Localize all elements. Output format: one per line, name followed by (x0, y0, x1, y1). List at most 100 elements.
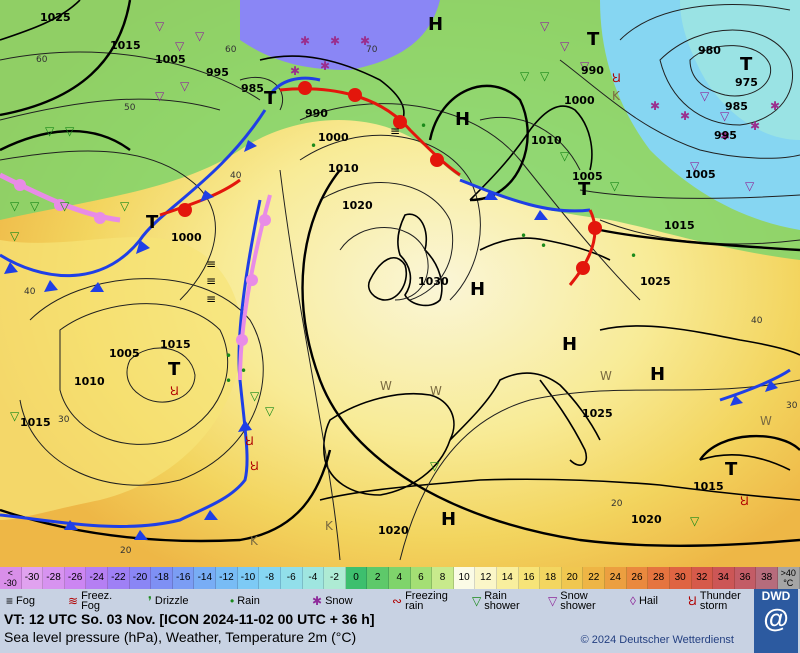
scale-cell: -2 (324, 567, 346, 589)
legend-symbol-thunder: Ꞟ Thunder storm (688, 590, 741, 612)
grid-label: 30 (58, 415, 70, 425)
copyright: © 2024 Deutscher Wetterdienst (580, 634, 734, 646)
legend-symbol-freezing: ∾ Freezing rain (392, 590, 448, 612)
warm-front-baltic (568, 209, 597, 286)
scale-label: 28 (653, 572, 665, 583)
weather-symbol-legend: ≡ Fog ≋ Freez. Fog ❜ Drizzle • Rain ✱ Snow ∾ Freezi… (0, 590, 760, 612)
isobar-label: 1000 (318, 131, 349, 144)
scale-label: -16 (175, 572, 191, 583)
scale-cell: 36 (734, 567, 757, 589)
dwd-logo-text: DWD (761, 589, 791, 603)
svg-text:▽: ▽ (580, 59, 590, 73)
scale-label: -30 (24, 572, 40, 583)
cold-front-baltic (459, 178, 591, 213)
isobar-label: 1015 (693, 480, 724, 493)
isobar-label: 1010 (531, 134, 562, 147)
cold-front-east (719, 368, 791, 402)
ireland (367, 257, 407, 301)
isobar-label: 1030 (418, 275, 449, 288)
isobar-label: 1015 (160, 338, 191, 351)
scale-cell: 6 (410, 567, 433, 589)
legend-symbol-rain: ▽ Rain shower (472, 590, 520, 612)
low-center: T (587, 29, 600, 50)
legend-panel: < -30 -30 -28 -26 -24 -22 -20 -18 -16 -14 -12 -10 -8-… (0, 567, 800, 653)
scale-cell: 2 (367, 567, 389, 589)
low-center: T (168, 359, 181, 380)
legend-symbol-label: Snow (325, 595, 353, 607)
svg-text:Ꞟ: Ꞟ (245, 434, 254, 448)
svg-text:•: • (225, 349, 232, 363)
scale-cell: 4 (388, 567, 411, 589)
svg-text:▽: ▽ (745, 179, 755, 193)
legend-symbol-label: Hail (638, 595, 658, 607)
svg-text:•: • (310, 139, 317, 153)
snow-icon: ✱ (312, 594, 323, 608)
thunderstorm-icon: Ꞟ (688, 594, 697, 608)
scale-cell: 20 (561, 567, 584, 589)
coastlines (0, 0, 800, 501)
svg-text:K: K (612, 89, 621, 103)
scale-label: -22 (111, 572, 126, 583)
snow-shower-icon: ▽ (548, 594, 558, 608)
svg-text:✱: ✱ (360, 34, 370, 48)
legend-symbol-label: Drizzle (154, 595, 189, 607)
svg-text:Ꞟ: Ꞟ (740, 494, 749, 508)
svg-text:▽: ▽ (65, 124, 75, 138)
svg-text:✱: ✱ (680, 109, 690, 123)
svg-text:✱: ✱ (750, 119, 760, 133)
scale-cell: 26 (626, 567, 649, 589)
svg-text:▽: ▽ (700, 89, 710, 103)
grid-label: 70 (366, 45, 378, 55)
scale-label: °C (783, 578, 794, 588)
scale-label: 10 (458, 572, 470, 583)
legend-symbol-label: Freezing rain (405, 590, 448, 612)
scale-cell: -18 (151, 567, 173, 589)
scale-label: 34 (717, 572, 729, 583)
scale-cell: 8 (432, 567, 454, 589)
scale-cell: < -30 (0, 567, 22, 589)
scale-cell: -8 (259, 567, 281, 589)
dwd-logo: DWD @ (754, 589, 798, 653)
svg-text:W: W (600, 369, 612, 383)
weather-map: ▽ ▽ ▽ ▽ ▽ ▽ ▽ ▽ ▽ ▽ ▽ ▽ ▽ ▽ ▽ ▽ • • • • • • • • ▽ ▽ ▽ ▽ ▽ ▽ ▽ ▽ … (0, 0, 800, 567)
svg-text:▽: ▽ (690, 159, 700, 173)
high-center: H (470, 279, 485, 300)
scale-cell: 16 (518, 567, 541, 589)
grid-label: 40 (24, 287, 36, 297)
cold-front-atlantic (0, 199, 262, 528)
grid-label: 40 (751, 316, 763, 326)
snow-symbols: ✱ ✱ ✱✱ ✱✱✱✱ ✱✱ (290, 34, 780, 143)
legend-symbol-label: Thunder storm (699, 590, 741, 612)
isobar-label: 995 (714, 129, 737, 142)
isobar-label: 1005 (109, 347, 140, 360)
scale-label: -30 (3, 578, 17, 588)
svg-text:•: • (630, 249, 637, 263)
isobar-label: 1020 (378, 524, 409, 537)
snow-shower-symbols: ▽ ▽ ▽ ▽ ▽ ▽ ▽ ▽ ▽ ▽ ▽ ▽ (155, 19, 755, 193)
scale-label: 24 (609, 572, 621, 583)
scale-label: 8 (439, 572, 446, 583)
isobar-label: 1005 (572, 170, 603, 183)
scale-label: 26 (631, 572, 643, 583)
svg-text:▽: ▽ (10, 199, 20, 213)
svg-text:▽: ▽ (690, 514, 700, 528)
scale-cell: 12 (475, 567, 498, 589)
scale-label: -2 (329, 572, 339, 583)
scale-cell: 32 (691, 567, 714, 589)
fog-icon: ≡ (6, 594, 14, 608)
svg-text:▽: ▽ (45, 124, 55, 138)
legend-symbol-snow: ▽ Snow shower (548, 590, 596, 612)
swirl-icon: @ (763, 603, 789, 633)
scale-cell: 30 (669, 567, 692, 589)
svg-text:▽: ▽ (120, 199, 130, 213)
grid-label: 50 (124, 103, 136, 113)
scale-cell: 22 (583, 567, 606, 589)
isobar-label: 985 (241, 82, 264, 95)
grid-label: 20 (611, 499, 623, 509)
svg-text:≡: ≡ (206, 257, 216, 271)
svg-text:▽: ▽ (540, 69, 550, 83)
scale-cell: 10 (453, 567, 476, 589)
cold-pool-greenland (240, 0, 440, 70)
svg-text:▽: ▽ (540, 19, 550, 33)
